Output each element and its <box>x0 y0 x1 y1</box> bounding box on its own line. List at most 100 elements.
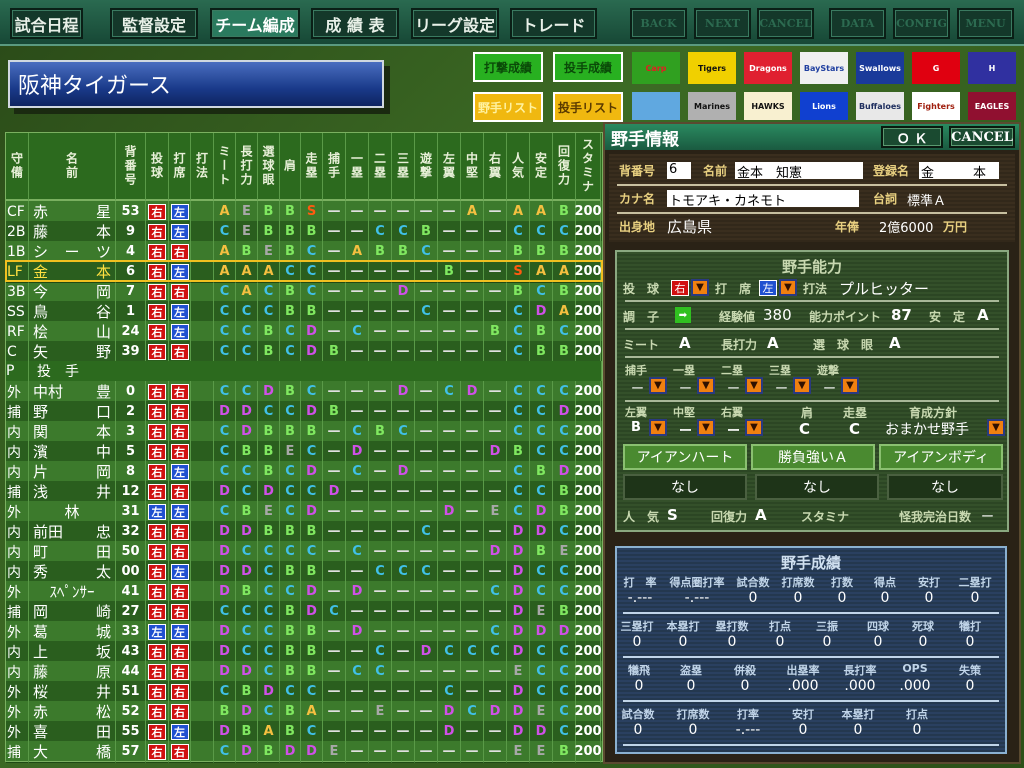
batting-stats-button[interactable]: 打撃成績 <box>473 52 543 82</box>
column-header[interactable]: 守備 <box>6 133 29 201</box>
bat-dropdown[interactable]: ▼ <box>779 279 797 296</box>
table-row[interactable]: C 矢野 39 右右 C C B C D B — — — — — — — C B B 200 <box>6 341 602 363</box>
table-row[interactable]: 外中村豊 0 右右 C C D B C — — — D — C D — C C C 200 <box>6 381 602 403</box>
policy-dropdown[interactable]: ▼ <box>987 419 1005 436</box>
column-header[interactable]: スタミナ <box>576 133 601 201</box>
table-row[interactable]: 外ｽﾍﾟﾝｻｰ 41 右右 D B C C D — D — — — — — C D C C 200 <box>6 581 602 605</box>
position-dropdown[interactable]: ▼ <box>697 377 715 394</box>
cancel-button[interactable]: CANCEL <box>949 126 1015 148</box>
kana-field[interactable]: トモアキ・カネモト <box>667 190 859 207</box>
table-row[interactable]: LF 金本 6 右左 A A A C C — — — — — B — — S A A 200 <box>5 260 603 283</box>
table-row[interactable]: 外葛城 33 左左 D C C B B — D — — — — — C D D D 200 <box>6 621 602 643</box>
table-row[interactable]: 内前田忠 32 右右 D D B B B — — — — C — — — D D C 200 <box>6 521 602 543</box>
table-row[interactable]: 内片岡 8 右左 C C B C D — C — D — — — — C B D 200 <box>6 461 602 483</box>
skill-slot-5[interactable]: なし <box>755 474 879 500</box>
team-logo[interactable]: Fighters <box>912 92 960 120</box>
nav-standings[interactable]: 成 績 表 <box>311 8 399 39</box>
column-header[interactable]: 長打力 <box>236 133 258 201</box>
skill-slot-6[interactable]: なし <box>887 474 1003 500</box>
table-row[interactable]: 外桜井 51 右右 C B D C C — — — — — C — — D C C 200 <box>6 681 602 703</box>
team-logo[interactable]: G <box>912 52 960 84</box>
policy-value[interactable]: おまかせ野手 <box>885 422 969 438</box>
column-header[interactable]: 右翼 <box>484 133 507 201</box>
column-header[interactable]: 名前 <box>29 133 116 201</box>
team-logo[interactable]: Lions <box>800 92 848 120</box>
nav-trade[interactable]: トレード <box>510 8 597 39</box>
team-logo[interactable]: Tigers <box>688 52 736 84</box>
team-logo[interactable]: Swallows <box>856 52 904 84</box>
team-logo[interactable] <box>632 92 680 120</box>
table-row[interactable]: SS 鳥谷 1 右左 C C C B B — — — — C — — — C D A 200 <box>6 301 602 323</box>
table-row[interactable]: 捕浅井 12 右右 D C D C C D — — — — — — — C C B 200 <box>6 481 602 503</box>
team-logo[interactable]: EAGLES <box>968 92 1016 120</box>
table-row[interactable]: RF 桧山 24 右左 C C B C D — C — — — — — B C B C 200 <box>6 321 602 343</box>
form-value[interactable]: プルヒッター <box>839 280 930 298</box>
table-row[interactable]: 捕大橋 57 右右 C D B D D E — — — — — — — E E B 200 <box>6 741 602 763</box>
column-header[interactable]: 回復力 <box>553 133 576 201</box>
table-row[interactable]: 内濱中 5 右右 C B B E C — D — — — — — D B C C 200 <box>6 441 602 463</box>
table-row[interactable]: 内秀太 00 右左 D D C B B — — C C C — — — D C C 200 <box>6 561 602 583</box>
position-dropdown[interactable]: ▼ <box>793 377 811 394</box>
skill-slot-2[interactable]: 勝負強いＡ <box>751 444 875 470</box>
skill-slot-1[interactable]: アイアンハート <box>623 444 747 470</box>
column-header[interactable]: ミート <box>214 133 236 201</box>
throw-dropdown[interactable]: ▼ <box>691 279 709 296</box>
ok-button[interactable]: Ｏ Ｋ <box>881 126 943 148</box>
column-header[interactable]: 背番号 <box>116 133 146 201</box>
column-header[interactable]: 三塁 <box>392 133 415 201</box>
column-header[interactable]: 投球 <box>146 133 169 201</box>
skill-slot-3[interactable]: アイアンボディ <box>879 444 1003 470</box>
config-button[interactable]: CONFIG <box>893 8 950 39</box>
team-logo[interactable]: Carp <box>632 52 680 84</box>
table-row[interactable]: 内上坂 43 右右 D C C B B — — C — D C C C D C C 200 <box>6 641 602 663</box>
reg-name-field[interactable]: 金 本 <box>919 162 999 179</box>
column-header[interactable]: 遊撃 <box>415 133 438 201</box>
table-row[interactable]: CF 赤星 53 右左 A E B B S — — — — — — A — A A B 200 <box>6 201 602 223</box>
position-dropdown[interactable]: ▼ <box>649 419 667 436</box>
column-header[interactable]: 打席 <box>169 133 191 201</box>
table-row[interactable]: 2B 藤本 9 右左 C E B B B — — C C B — — — C C C 200 <box>6 221 602 243</box>
nav-schedule[interactable]: 試合日程 <box>10 8 83 39</box>
table-row[interactable]: 3B 今岡 7 右右 C A C B C — — — D — — — — B C B 200 <box>6 281 602 303</box>
position-dropdown[interactable]: ▼ <box>841 377 859 394</box>
column-header[interactable]: 中堅 <box>461 133 484 201</box>
table-row[interactable]: 内藤原 44 右右 D D C B B — C C — — — — — E C C 200 <box>6 661 602 683</box>
table-row[interactable]: 捕岡崎 27 右右 C C C B D C — — — — — — — D E B 200 <box>6 601 602 623</box>
table-row[interactable]: 1B シーツ 4 右右 A B E B C — A B B C — — — B B B 200 <box>6 241 602 263</box>
pitching-stats-button[interactable]: 投手成績 <box>553 52 623 82</box>
team-logo[interactable]: H <box>968 52 1016 84</box>
nav-league-settings[interactable]: リーグ設定 <box>411 8 499 39</box>
team-logo[interactable]: HAWKS <box>744 92 792 120</box>
next-button[interactable]: NEXT <box>694 8 751 39</box>
table-row[interactable]: 外赤松 52 右右 B D C B A — — E — — D C D D E C 200 <box>6 701 602 723</box>
team-logo[interactable]: Buffaloes <box>856 92 904 120</box>
table-row[interactable]: 捕野口 2 右右 D D C C D B — — — — — — — C C D 200 <box>6 401 602 423</box>
pitcher-list-button[interactable]: 投手リスト <box>553 92 623 122</box>
cancel-nav-button[interactable]: CANCEL <box>757 8 814 39</box>
nav-manager-settings[interactable]: 監督設定 <box>110 8 198 39</box>
skill-slot-4[interactable]: なし <box>623 474 747 500</box>
team-logo[interactable]: Marines <box>688 92 736 120</box>
column-header[interactable]: 打法 <box>191 133 214 201</box>
column-header[interactable]: 一塁 <box>346 133 369 201</box>
column-header[interactable]: 安定 <box>530 133 553 201</box>
team-logo[interactable]: BayStars <box>800 52 848 84</box>
fielder-list-button[interactable]: 野手リスト <box>473 92 543 122</box>
position-dropdown[interactable]: ▼ <box>697 419 715 436</box>
position-dropdown[interactable]: ▼ <box>745 377 763 394</box>
column-header[interactable]: 捕手 <box>323 133 346 201</box>
table-row[interactable]: 内町田 50 右右 D C C C C — C — — — — — D D B E 200 <box>6 541 602 565</box>
nav-team-edit[interactable]: チーム編成 <box>210 8 300 39</box>
column-header[interactable]: 左翼 <box>438 133 461 201</box>
number-field[interactable]: 6 <box>667 162 691 179</box>
team-logo[interactable]: Dragons <box>744 52 792 84</box>
table-row[interactable]: 外喜田 55 右左 D B A B C — — — — — D — — D D C 200 <box>6 721 602 743</box>
menu-button[interactable]: MENU <box>957 8 1014 39</box>
column-header[interactable]: 肩 <box>280 133 301 201</box>
column-header[interactable]: 走塁 <box>301 133 323 201</box>
column-header[interactable]: 選球眼 <box>258 133 280 201</box>
line-value[interactable]: 標準Ａ <box>907 194 947 209</box>
column-header[interactable]: 二塁 <box>369 133 392 201</box>
name-field[interactable]: 金本 知憲 <box>735 162 863 179</box>
position-dropdown[interactable]: ▼ <box>745 419 763 436</box>
